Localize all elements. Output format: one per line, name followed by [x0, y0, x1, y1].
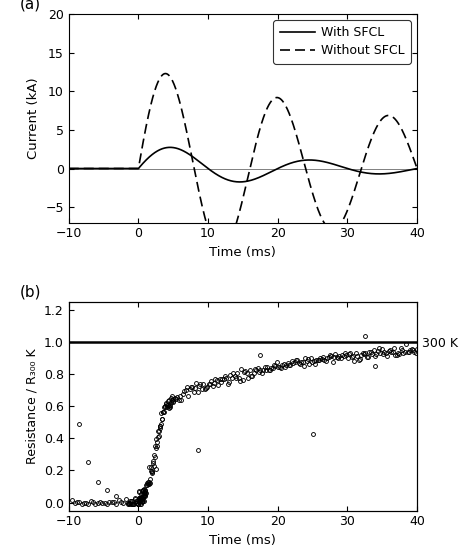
Without SFCL — [414, 165, 420, 172]
With SFCL — [167, 144, 173, 151]
Without SFCL — [215, 246, 220, 252]
X-axis label: Time (ms): Time (ms) — [210, 534, 276, 547]
With SFCL — [370, 170, 376, 177]
Without SFCL — [163, 70, 168, 77]
Without SFCL — [106, 165, 111, 172]
Without SFCL — [219, 247, 224, 254]
Legend: With SFCL, Without SFCL: With SFCL, Without SFCL — [273, 20, 411, 64]
With SFCL — [66, 165, 72, 172]
With SFCL — [237, 179, 243, 185]
With SFCL — [126, 165, 132, 172]
Text: (a): (a) — [20, 0, 41, 12]
With SFCL — [106, 165, 111, 172]
Y-axis label: Current (kA): Current (kA) — [27, 78, 40, 159]
Text: (b): (b) — [20, 285, 41, 300]
X-axis label: Time (ms): Time (ms) — [210, 246, 276, 259]
With SFCL — [414, 165, 420, 172]
Without SFCL — [408, 147, 413, 153]
With SFCL — [200, 161, 205, 167]
Without SFCL — [370, 132, 376, 138]
Without SFCL — [126, 165, 132, 172]
Without SFCL — [66, 165, 72, 172]
With SFCL — [215, 172, 220, 179]
With SFCL — [408, 166, 413, 173]
Without SFCL — [200, 204, 205, 211]
Y-axis label: Resistance / R₃₀₀ K: Resistance / R₃₀₀ K — [25, 348, 38, 464]
Line: Without SFCL: Without SFCL — [69, 74, 417, 251]
Line: With SFCL: With SFCL — [69, 147, 417, 182]
